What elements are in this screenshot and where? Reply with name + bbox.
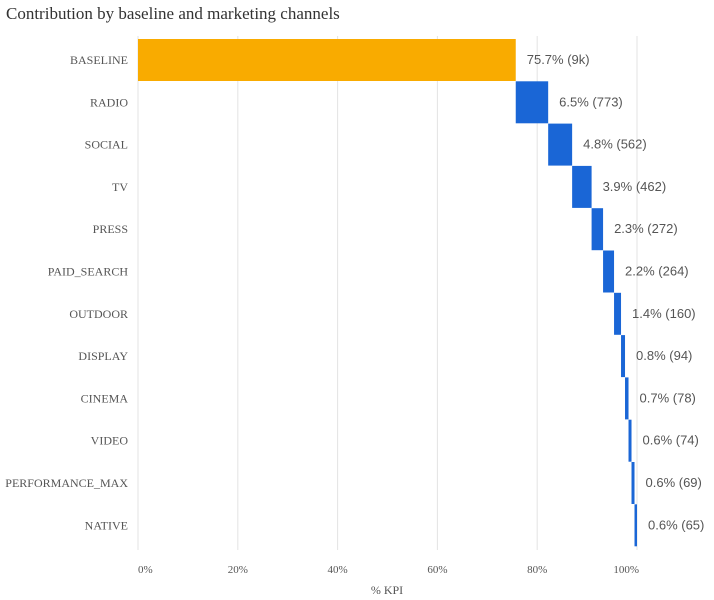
chart-title: Contribution by baseline and marketing c…: [6, 4, 340, 23]
bars: [138, 39, 637, 547]
category-label: OUTDOOR: [69, 307, 128, 321]
bar-outdoor: [614, 292, 622, 335]
data-label: 0.8% (94): [636, 348, 692, 363]
data-label: 0.6% (65): [648, 517, 704, 532]
category-label: PRESS: [93, 222, 128, 236]
category-label: DISPLAY: [78, 349, 128, 363]
x-axis-ticks: 0% 20% 40% 60% 80% 100%: [138, 564, 639, 576]
category-label: TV: [112, 180, 128, 194]
category-label: SOCIAL: [85, 138, 128, 152]
category-label: BASELINE: [70, 53, 128, 67]
data-label: 0.7% (78): [640, 390, 696, 405]
x-tick-label: 40%: [328, 564, 348, 576]
category-label: PERFORMANCE_MAX: [5, 476, 128, 490]
bar-display: [621, 335, 626, 378]
data-label: 1.4% (160): [632, 306, 696, 321]
data-label: 4.8% (562): [583, 137, 647, 152]
category-label: VIDEO: [91, 434, 129, 448]
data-labels: 75.7% (9k) 6.5% (773) 4.8% (562) 3.9% (462)…: [527, 52, 705, 532]
x-tick-label: 20%: [228, 564, 248, 576]
x-tick-label: 0%: [138, 564, 153, 576]
bar-baseline: [138, 39, 516, 81]
category-labels: BASELINE RADIO SOCIAL TV PRESS PAID_SEARCH OUT…: [5, 53, 128, 532]
x-tick-label: 100%: [613, 564, 639, 576]
x-tick-label: 80%: [527, 564, 547, 576]
bar-tv: [572, 165, 592, 208]
bar-social: [548, 123, 573, 166]
x-tick-label: 60%: [427, 564, 447, 576]
data-label: 6.5% (773): [559, 94, 623, 109]
bar-performance-max: [631, 462, 635, 504]
bar-press: [591, 208, 604, 251]
bar-radio: [515, 81, 549, 124]
bar-video: [628, 419, 632, 462]
data-label: 75.7% (9k): [527, 52, 590, 67]
bar-native: [634, 504, 637, 547]
bar-cinema: [625, 377, 629, 420]
bar-paid-search: [603, 250, 615, 293]
data-label: 2.2% (264): [625, 264, 689, 279]
gridlines: [137, 36, 638, 550]
data-label: 2.3% (272): [614, 221, 678, 236]
x-axis-title: % KPI: [371, 583, 403, 597]
category-label: RADIO: [90, 95, 128, 109]
data-label: 0.6% (69): [646, 475, 702, 490]
category-label: PAID_SEARCH: [48, 265, 129, 279]
category-label: CINEMA: [81, 391, 129, 405]
data-label: 3.9% (462): [603, 179, 667, 194]
category-label: NATIVE: [85, 518, 128, 532]
data-label: 0.6% (74): [643, 433, 699, 448]
